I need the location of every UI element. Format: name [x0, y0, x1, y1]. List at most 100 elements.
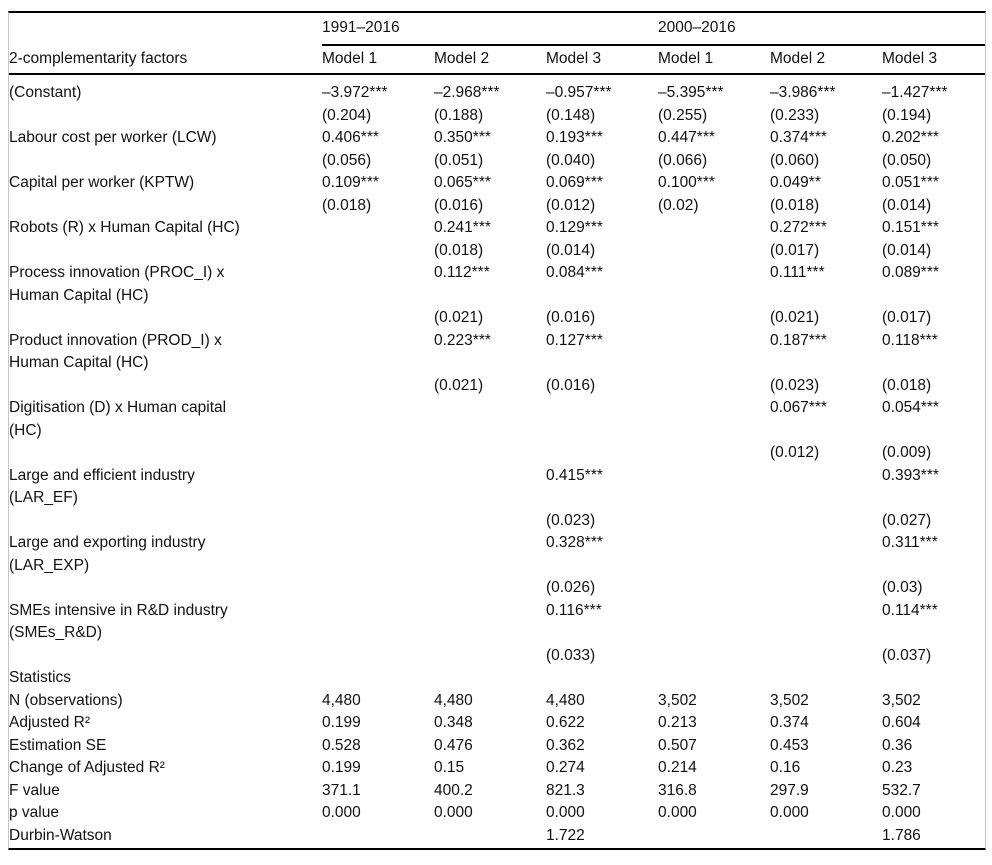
cell-value: (0.233)	[770, 106, 820, 124]
cell-value	[882, 667, 985, 690]
cell-value: 0.453	[770, 736, 809, 754]
cell-value: 0.272***	[770, 219, 827, 236]
cell-value: 0.528	[322, 736, 361, 754]
table-row: (Constant) –3.972*** –2.968*** –0.957*** –5.…	[9, 74, 985, 105]
cell-value	[770, 510, 882, 533]
cell-value: 0.127***	[546, 331, 603, 349]
cell-value: 0.118***	[882, 331, 938, 349]
cell-value: (0.018)	[770, 196, 820, 214]
table-body: (Constant) –3.972*** –2.968*** –0.957*** –5.…	[9, 74, 985, 848]
cell-value	[770, 532, 882, 577]
row-label	[9, 577, 322, 600]
row-label	[9, 375, 322, 398]
cell-value: (0.016)	[546, 309, 596, 326]
model-header-2000-model-2: Model 2	[770, 45, 883, 75]
table-row: Adjusted R² 0.199 0.348 0.622 0.213 0.374 0.60…	[9, 712, 985, 735]
row-label: p value	[9, 804, 59, 821]
cell-value: 3,502	[658, 691, 697, 709]
cell-value	[434, 825, 546, 849]
table-row: SMEs intensive in R&D industry (SMEs_R&D…	[9, 600, 985, 645]
row-label: Change of Adjusted R²	[9, 759, 165, 776]
period-header-row: 1991–2016 2000–2016	[9, 13, 985, 46]
cell-value: (0.03)	[882, 579, 923, 596]
cell-value: (0.021)	[770, 309, 820, 326]
cell-value: 0.604	[882, 714, 921, 731]
row-label: Process innovation (PROC_I) x Human Capi…	[9, 264, 225, 304]
cell-value: –3.986***	[770, 84, 836, 101]
model-header-2000-model-1: Model 1	[658, 45, 771, 75]
cell-value	[658, 465, 770, 510]
row-label: Large and efficient industry (LAR_EF)	[9, 466, 195, 507]
cell-value	[658, 262, 770, 307]
cell-value: 0.350***	[434, 129, 491, 146]
cell-value	[322, 375, 434, 398]
model-header-2000-model-3: Model 3	[882, 45, 985, 75]
row-label: Adjusted R²	[9, 714, 90, 731]
cell-value	[658, 532, 770, 577]
table-row: (0.026) (0.03)	[9, 577, 985, 600]
cell-value	[770, 825, 882, 849]
table-row: Product innovation (PROD_I) x Human Capi…	[9, 330, 985, 375]
cell-value	[658, 240, 770, 263]
cell-value	[434, 510, 546, 533]
cell-value: 0.476	[434, 736, 473, 754]
cell-value: 0.000	[546, 804, 585, 821]
cell-value: 0.223***	[434, 331, 491, 349]
cell-value: (0.027)	[882, 511, 932, 529]
table-row: N (observations) 4,480 4,480 4,480 3,502 3,50…	[9, 690, 985, 713]
cell-value: (0.194)	[882, 106, 932, 124]
cell-value: 0.15	[434, 759, 465, 776]
cell-value: (0.012)	[770, 444, 820, 461]
cell-value: 0.069***	[546, 174, 603, 191]
cell-value: 0.000	[658, 804, 697, 821]
cell-value: 0.067***	[770, 399, 827, 416]
cell-value	[434, 577, 546, 600]
row-label	[9, 510, 322, 533]
table-row: (0.056) (0.051) (0.040) (0.066) (0.060) (0.05…	[9, 150, 985, 173]
cell-value	[770, 667, 882, 690]
model-header-row: 2-complementarity factors Model 1 Model …	[9, 45, 985, 75]
cell-value: (0.016)	[434, 196, 484, 214]
cell-value	[322, 442, 434, 465]
cell-value	[546, 667, 658, 690]
cell-value: 0.328***	[546, 534, 603, 551]
cell-value	[658, 645, 770, 668]
cell-value: 3,502	[770, 691, 809, 709]
row-label: Capital per worker (KPTW)	[9, 174, 195, 191]
table-row: Estimation SE 0.528 0.476 0.362 0.507 0.453 0.…	[9, 735, 985, 758]
cell-value	[434, 465, 546, 510]
cell-value: (0.014)	[882, 241, 932, 259]
cell-value	[658, 375, 770, 398]
row-label: Product innovation (PROD_I) x Human Capi…	[9, 331, 222, 372]
cell-value	[322, 577, 434, 600]
cell-value: (0.018)	[434, 241, 484, 259]
table-row: p value 0.000 0.000 0.000 0.000 0.000 0.000	[9, 802, 985, 825]
cell-value: 0.274	[546, 759, 585, 776]
cell-value: 0.36	[882, 736, 913, 754]
cell-value: 0.112***	[434, 264, 490, 281]
cell-value: –0.957***	[546, 84, 612, 101]
row-label	[9, 442, 322, 465]
period-header-2000-2016: 2000–2016	[658, 13, 985, 46]
cell-value: –1.427***	[882, 84, 948, 101]
cell-value	[546, 442, 658, 465]
cell-value: 0.187***	[770, 331, 827, 349]
cell-value	[434, 645, 546, 668]
table-row: Durbin-Watson 1.722 1.786	[9, 825, 985, 849]
table-row: Digitisation (D) x Human capital (HC) 0.0…	[9, 397, 985, 442]
cell-value: –5.395***	[658, 84, 724, 101]
cell-value: 0.447***	[658, 129, 715, 146]
cell-value	[770, 600, 882, 645]
cell-value	[322, 825, 434, 849]
cell-value: 0.241***	[434, 219, 491, 236]
cell-value: 0.129***	[546, 219, 603, 236]
cell-value: 1.722	[546, 826, 585, 844]
cell-value: 0.054***	[882, 399, 939, 416]
cell-value	[658, 510, 770, 533]
row-label	[9, 105, 322, 128]
cell-value: (0.056)	[322, 151, 372, 169]
cell-value: (0.066)	[658, 151, 708, 169]
empty-corner-cell	[9, 13, 322, 45]
table-row: Change of Adjusted R² 0.199 0.15 0.274 0.214…	[9, 757, 985, 780]
cell-value: 0.348	[434, 714, 473, 731]
